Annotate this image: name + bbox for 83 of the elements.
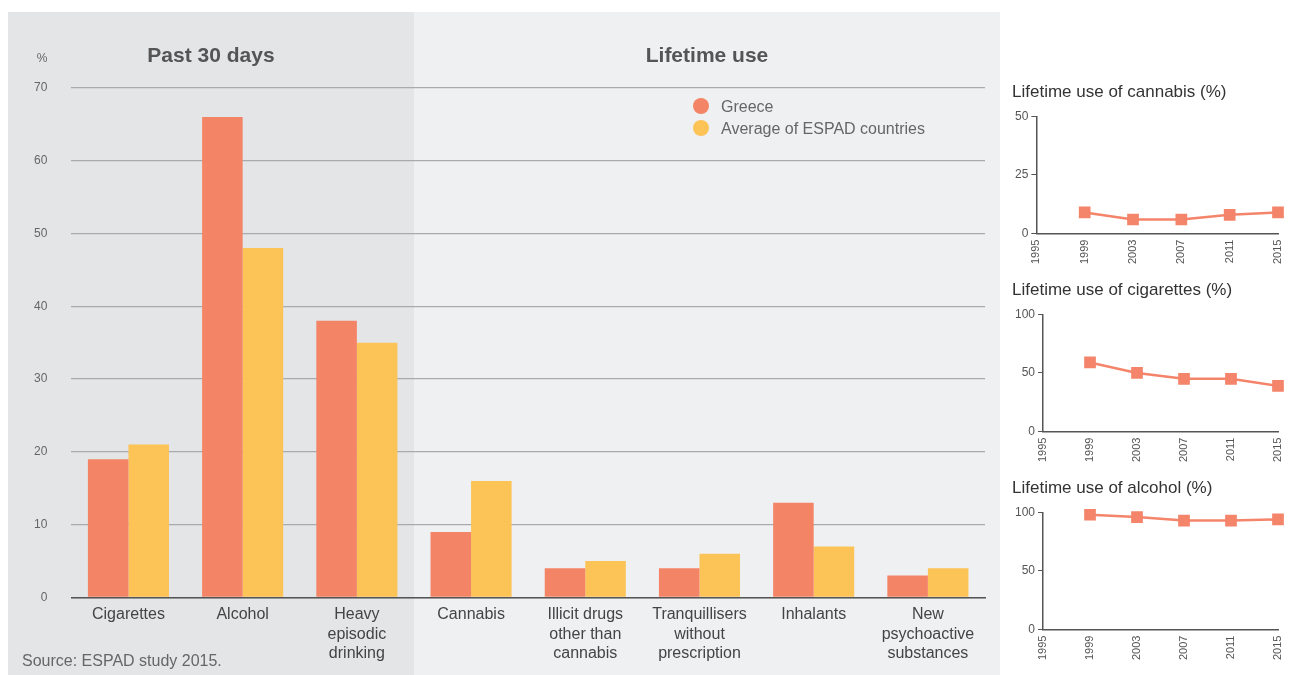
point [1272, 206, 1284, 219]
x-tick-label: Cannabis [437, 605, 505, 623]
y-tick-label: 20 [33, 444, 48, 459]
bar [699, 553, 741, 597]
point [1178, 372, 1190, 385]
bar [356, 342, 398, 597]
x-tick-label: Cigarettes [91, 605, 165, 623]
bar [927, 568, 969, 597]
x-tick-label: 2007 [1174, 239, 1187, 265]
y-tick-label: 0 [1028, 423, 1036, 438]
chart-title: Lifetime use of alcohol (%) [1012, 477, 1213, 497]
x-tick-label: Inhalants [781, 605, 847, 623]
point [1272, 380, 1284, 392]
x-tick-label: Heavy episodic drinking [327, 605, 387, 661]
x-tick-label: 2003 [1126, 239, 1139, 265]
y-tick-label: 50 [33, 225, 48, 240]
y-tick-label: 70 [33, 80, 48, 95]
point [1225, 514, 1237, 527]
y-tick-label: 0 [40, 589, 48, 604]
point [1178, 514, 1190, 527]
legend-label: Average of ESPAD countries [720, 119, 925, 139]
y-tick-label: 10 [33, 516, 48, 531]
x-tick-label: 2015 [1271, 239, 1284, 265]
point [1131, 511, 1143, 523]
x-tick-label: 1995 [1036, 635, 1049, 661]
y-tick-label: 100 [1014, 306, 1036, 321]
band-label: Lifetime use [645, 42, 769, 66]
bar [316, 320, 357, 597]
x-tick-label: Tranquillisers without prescription [652, 605, 747, 661]
x-tick-label: 1999 [1083, 635, 1096, 661]
point [1131, 367, 1143, 379]
bar [887, 575, 928, 597]
point [1272, 513, 1284, 526]
x-tick-label: 2011 [1222, 239, 1235, 264]
x-tick-label: 2015 [1271, 437, 1284, 463]
x-tick-label: 2007 [1177, 635, 1190, 661]
x-tick-label: 1995 [1029, 239, 1042, 265]
bar [544, 568, 586, 597]
point [1084, 508, 1096, 521]
bar [773, 502, 814, 597]
x-tick-label: New psychoactive substances [881, 605, 975, 661]
y-tick-label: 0 [1021, 225, 1029, 240]
x-tick-label: 2011 [1224, 635, 1237, 660]
bar [87, 459, 129, 597]
bar [202, 117, 243, 597]
chart-title: Lifetime use of cannabis (%) [1012, 81, 1227, 101]
bar [585, 561, 626, 597]
x-tick-label: 2003 [1130, 635, 1143, 661]
point [1078, 206, 1091, 219]
y-tick-label: 50 [1021, 365, 1036, 380]
x-tick-label: 2007 [1177, 437, 1190, 463]
bar [813, 546, 855, 597]
y-axis-title: % [36, 51, 48, 65]
point [1127, 213, 1139, 226]
y-tick-label: 50 [1021, 563, 1036, 578]
legend-label: Greece [720, 97, 775, 117]
point [1084, 356, 1096, 369]
x-tick-label: 2011 [1224, 437, 1237, 462]
x-tick-label: Alcohol [216, 605, 269, 623]
bar [471, 480, 512, 597]
y-tick-label: 100 [1014, 504, 1036, 519]
x-tick-label: 2015 [1271, 635, 1284, 661]
band-label: Past 30 days [147, 42, 275, 66]
bar [658, 568, 700, 597]
chart-title: Lifetime use of cigarettes (%) [1012, 279, 1233, 299]
y-tick-label: 30 [33, 371, 48, 386]
x-tick-label: 1999 [1077, 239, 1090, 265]
y-tick-label: 50 [1014, 108, 1029, 123]
bar [242, 248, 284, 597]
bar [128, 444, 169, 597]
bar [430, 531, 472, 597]
point [1175, 213, 1188, 226]
x-tick-label: 2003 [1130, 437, 1143, 463]
x-tick-label: 1995 [1036, 437, 1049, 463]
source-note: Source: ESPAD study 2015. [22, 652, 222, 670]
y-tick-label: 0 [1028, 621, 1036, 636]
x-tick-label: 1999 [1083, 437, 1096, 463]
x-tick-label: Illicit drugs other than cannabis [547, 605, 624, 661]
y-tick-label: 40 [33, 298, 48, 313]
point [1225, 372, 1237, 385]
y-tick-label: 25 [1014, 167, 1029, 182]
point [1223, 208, 1236, 221]
y-tick-label: 60 [33, 153, 48, 168]
